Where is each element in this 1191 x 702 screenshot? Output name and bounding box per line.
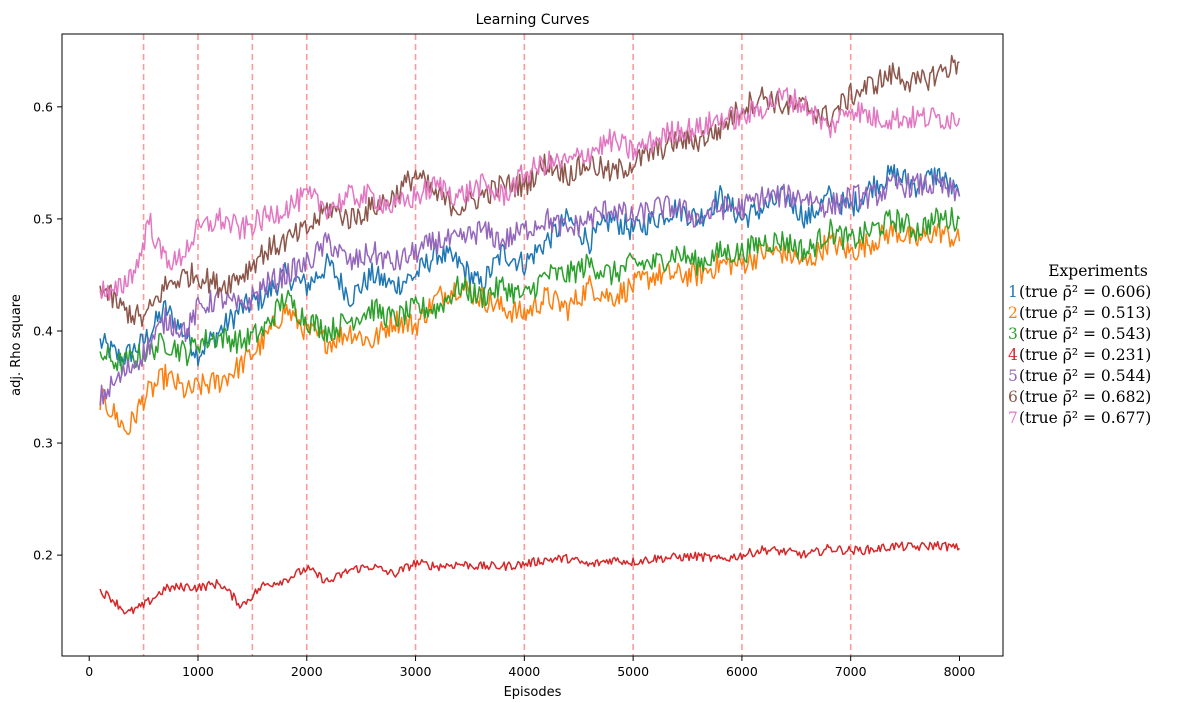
y-tick-label: 0.5 <box>33 211 53 226</box>
x-tick-label: 1000 <box>182 664 214 679</box>
legend-item: 3(true ρ̄² = 0.543) <box>1008 324 1188 345</box>
x-axis-label: Episodes <box>504 685 562 700</box>
y-axis-label: adj. Rho square <box>9 294 24 396</box>
legend-series-label: (true ρ̄² = 0.513) <box>1019 304 1152 322</box>
series-line-7 <box>99 87 961 301</box>
legend-series-label: (true ρ̄² = 0.543) <box>1019 325 1152 343</box>
legend: Experiments 1(true ρ̄² = 0.606) 2(true ρ̄… <box>1008 262 1188 429</box>
series-line-6 <box>99 54 960 328</box>
legend-series-number: 7 <box>1008 409 1018 427</box>
legend-item: 4(true ρ̄² = 0.231) <box>1008 345 1188 366</box>
legend-item: 7(true ρ̄² = 0.677) <box>1008 408 1188 429</box>
series-line-5 <box>99 172 961 406</box>
legend-series-label: (true ρ̄² = 0.544) <box>1019 367 1152 385</box>
plot-frame <box>61 33 1004 657</box>
legend-item: 1(true ρ̄² = 0.606) <box>1008 282 1188 303</box>
legend-item: 5(true ρ̄² = 0.544) <box>1008 366 1188 387</box>
x-tick-label: 8000 <box>944 664 976 679</box>
x-tick-label: 4000 <box>508 664 540 679</box>
chart-title: Learning Curves <box>476 12 590 28</box>
series-line-2 <box>99 220 961 436</box>
x-tick-label: 0 <box>85 664 93 679</box>
legend-series-number: 6 <box>1008 388 1018 406</box>
legend-series-number: 1 <box>1008 283 1018 301</box>
x-tick-label: 5000 <box>617 664 649 679</box>
series-line-3 <box>99 206 961 376</box>
legend-series-label: (true ρ̄² = 0.231) <box>1019 346 1152 364</box>
legend-items: 1(true ρ̄² = 0.606) 2(true ρ̄² = 0.513) 3(… <box>1008 282 1188 429</box>
x-tick-label: 7000 <box>835 664 867 679</box>
legend-series-number: 3 <box>1008 325 1018 343</box>
legend-series-number: 4 <box>1008 346 1018 364</box>
legend-series-number: 2 <box>1008 304 1018 322</box>
legend-series-label: (true ρ̄² = 0.682) <box>1019 388 1152 406</box>
series-line-4 <box>99 540 960 615</box>
legend-series-number: 5 <box>1008 367 1018 385</box>
y-tick-label: 0.6 <box>33 99 53 114</box>
legend-title: Experiments <box>1048 262 1148 280</box>
y-tick-label: 0.4 <box>33 323 53 338</box>
legend-item: 6(true ρ̄² = 0.682) <box>1008 387 1188 408</box>
x-tick-label: 2000 <box>291 664 323 679</box>
y-tick-label: 0.2 <box>33 548 53 563</box>
x-tick-label: 3000 <box>400 664 432 679</box>
legend-item: 2(true ρ̄² = 0.513) <box>1008 303 1188 324</box>
series-line-1 <box>99 164 961 367</box>
y-tick-label: 0.3 <box>33 436 53 451</box>
legend-series-label: (true ρ̄² = 0.677) <box>1019 409 1152 427</box>
legend-series-label: (true ρ̄² = 0.606) <box>1019 283 1152 301</box>
x-tick-label: 6000 <box>726 664 758 679</box>
